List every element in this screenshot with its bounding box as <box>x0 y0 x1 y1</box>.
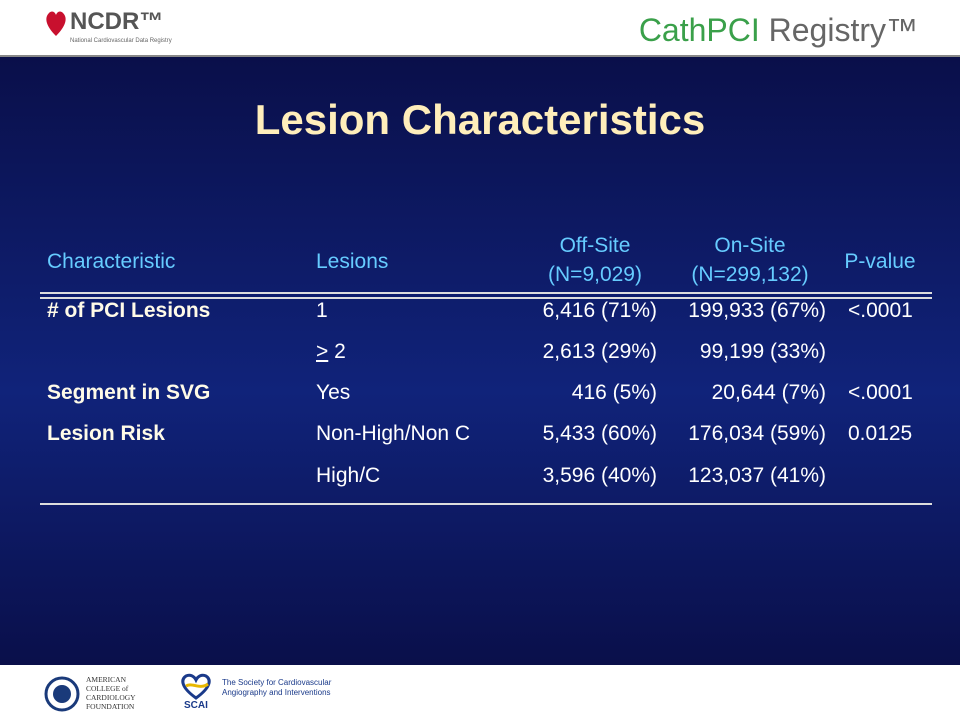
logo-line: The Society for Cardiovascular <box>222 678 332 687</box>
ncdr-sub: National Cardiovascular Data Registry <box>70 38 172 44</box>
column-header: Lesions <box>316 250 389 273</box>
scai-text: SCAI <box>184 700 208 711</box>
acc-seal <box>44 676 80 712</box>
column-header: (N=299,132) <box>691 263 809 286</box>
row-label: Segment in SVG <box>47 381 211 404</box>
row-label: # of PCI Lesions <box>47 299 211 322</box>
cell: <.0001 <box>848 299 913 322</box>
cell: Yes <box>316 381 351 404</box>
logo-line: COLLEGE of <box>86 684 129 693</box>
rule <box>40 297 932 299</box>
scai-name: The Society for Cardiovascular Angiograph… <box>222 678 331 698</box>
scai-heart <box>181 673 211 700</box>
column-header: P-value <box>844 250 916 273</box>
acc-logo: AMERICAN COLLEGE of CARDIOLOGY FOUNDATION <box>44 674 164 714</box>
column-header: Characteristic <box>47 250 176 273</box>
ncdr-text: NCDR™ <box>70 8 164 35</box>
value: 2 <box>334 340 346 363</box>
row-label: Lesion Risk <box>47 422 165 445</box>
cell: 0.0125 <box>848 422 913 445</box>
cell: 6,416 (71%) <box>542 299 657 322</box>
cell: High/C <box>316 464 381 487</box>
column-header: On-Site <box>714 234 786 257</box>
cell: 1 <box>316 299 328 322</box>
cell: 199,933 (67%) <box>688 299 826 322</box>
cathpci-logo: CathPCI Registry™ <box>639 12 918 49</box>
logo-line: FOUNDATION <box>86 702 135 711</box>
logo-line: Angiography and Interventions <box>222 688 331 697</box>
cell: <.0001 <box>848 381 913 404</box>
cell: 20,644 (7%) <box>711 381 826 404</box>
cell: > 2 <box>316 340 516 364</box>
ncdr-icon <box>46 11 66 36</box>
ncdr-logo: NCDR™ National Cardiovascular Data Regis… <box>44 6 174 50</box>
cell: 5,433 (60%) <box>542 422 657 445</box>
slide-title: Lesion Characteristics <box>254 96 706 143</box>
rule <box>40 292 932 294</box>
logo-line: AMERICAN <box>86 675 127 684</box>
content-band <box>0 55 960 665</box>
rule <box>40 503 932 505</box>
column-header: (N=9,029) <box>548 263 642 286</box>
cell: 416 (5%) <box>571 381 657 404</box>
column-header: Off-Site <box>559 234 631 257</box>
scai-logo: SCAI The Society for Cardiovascular Angio… <box>178 672 338 714</box>
logo-line: CARDIOLOGY <box>86 693 136 702</box>
cell: Non-High/Non C <box>316 422 471 445</box>
cathpci: CathPCI <box>638 12 760 48</box>
cell: 99,199 (33%) <box>699 340 826 363</box>
cell: 176,034 (59%) <box>688 422 826 445</box>
cell: 2,613 (29%) <box>542 340 657 363</box>
acc-text: AMERICAN COLLEGE of CARDIOLOGY FOUNDATION <box>86 675 136 711</box>
symbol: > <box>316 340 329 363</box>
registry: Registry™ <box>759 12 918 48</box>
cell: 3,596 (40%) <box>542 464 657 487</box>
cell: 123,037 (41%) <box>688 464 826 487</box>
